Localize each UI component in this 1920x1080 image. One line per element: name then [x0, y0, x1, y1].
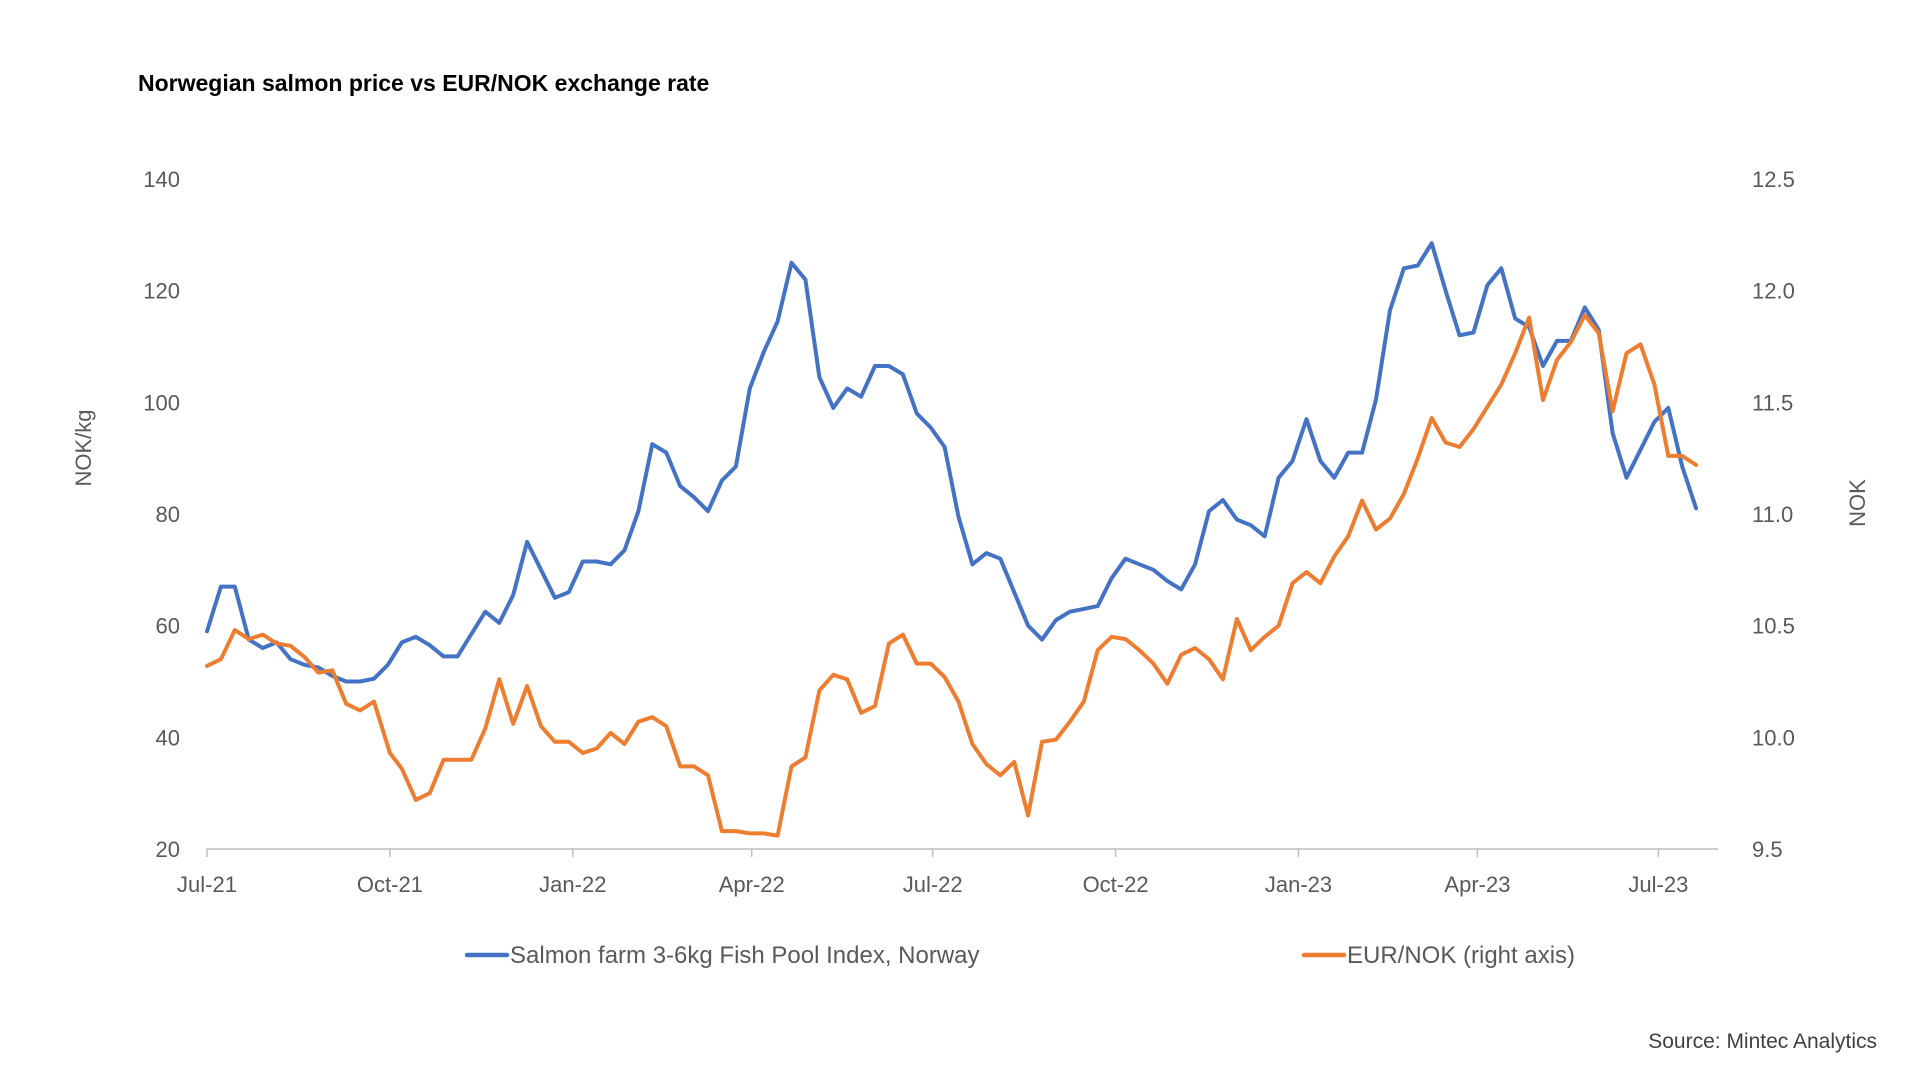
- legend-item-salmon: Salmon farm 3-6kg Fish Pool Index, Norwa…: [464, 942, 980, 969]
- legend-label-salmon: Salmon farm 3-6kg Fish Pool Index, Norwa…: [510, 942, 980, 969]
- legend-label-eurnok: EUR/NOK (right axis): [1347, 942, 1575, 969]
- series-line-salmon: [205, 241, 1699, 684]
- x-tick-label: Oct-22: [1083, 872, 1149, 897]
- y-axis-label: NOK/kg: [71, 409, 96, 486]
- x-tick-label: Jul-21: [177, 872, 237, 897]
- y-tick-label: 120: [143, 279, 180, 304]
- chart-title: Norwegian salmon price vs EUR/NOK exchan…: [138, 70, 710, 96]
- x-tick-label: Jan-22: [539, 872, 606, 897]
- x-tick-label: Oct-21: [357, 872, 423, 897]
- y-tick-label: 100: [143, 390, 180, 415]
- y2-tick-label: 12.5: [1752, 167, 1795, 192]
- x-tick-label: Jan-23: [1265, 872, 1332, 897]
- y2-tick-label: 12.0: [1752, 279, 1795, 304]
- y-tick-label: 20: [156, 837, 180, 862]
- legend-item-eurnok: EUR/NOK (right axis): [1301, 942, 1575, 969]
- y-tick-label: 60: [156, 614, 180, 639]
- x-tick-label: Apr-22: [719, 872, 785, 897]
- y2-tick-label: 11.5: [1752, 390, 1793, 415]
- source-note: Source: Mintec Analytics: [1648, 1030, 1877, 1053]
- y2-tick-label: 10.0: [1752, 725, 1795, 750]
- series-layer: [205, 241, 1699, 838]
- y2-tick-label: 9.5: [1752, 837, 1783, 862]
- y-tick-label: 80: [156, 502, 180, 527]
- x-axis-ticks: Jul-21 Oct-21 Jan-22 Apr-22 Jul-22 Oct-22 Jan-…: [177, 849, 1688, 897]
- y-tick-label: 140: [143, 167, 180, 192]
- left-axis-ticks: 20 40 60 80 100 120 140: [143, 167, 180, 862]
- x-tick-label: Jul-23: [1628, 872, 1688, 897]
- x-tick-label: Jul-22: [903, 872, 963, 897]
- right-axis-ticks: 9.5 10.0 10.5 11.0 11.5 12.0 12.5: [1752, 167, 1795, 862]
- series-line-eurnok: [205, 313, 1699, 838]
- y2-tick-label: 10.5: [1752, 614, 1795, 639]
- legend: Salmon farm 3-6kg Fish Pool Index, Norwa…: [464, 942, 1575, 969]
- y2-tick-label: 11.0: [1752, 502, 1793, 527]
- y2-axis-label: NOK: [1845, 479, 1870, 527]
- y-tick-label: 40: [156, 725, 180, 750]
- x-tick-label: Apr-23: [1444, 872, 1510, 897]
